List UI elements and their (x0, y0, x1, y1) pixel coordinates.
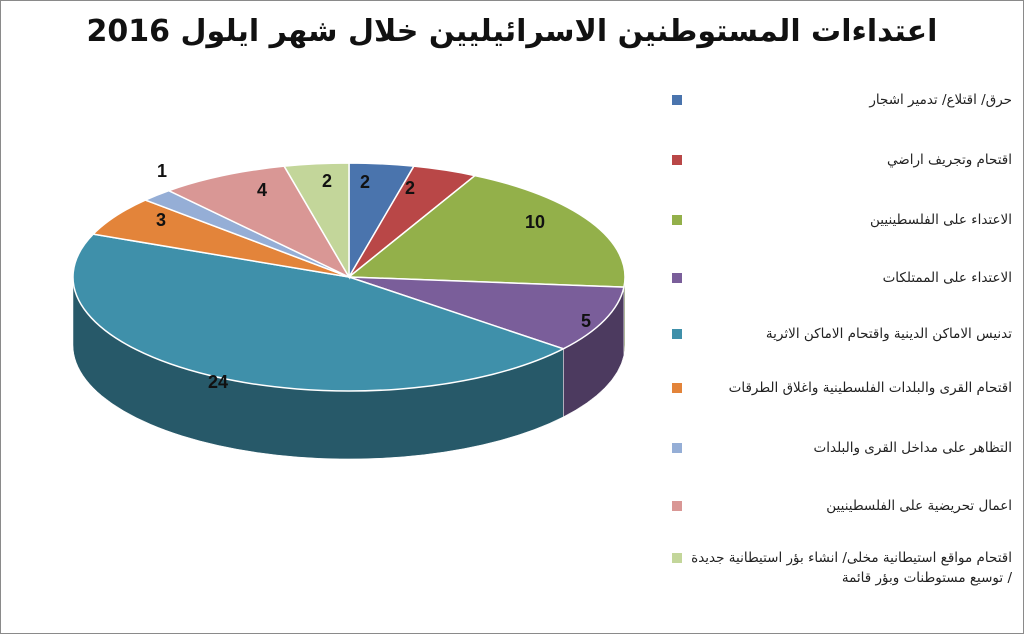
pie-sides (72, 276, 626, 460)
legend-swatch (672, 155, 682, 165)
legend-label: اقتحام القرى والبلدات الفلسطينية واغلاق … (728, 380, 1012, 396)
legend-label: الاعتداء على الممتلكات (882, 270, 1012, 286)
legend-label: اقتحام مواقع استيطانية مخلى/ انشاء بؤر ا… (691, 550, 1012, 586)
data-label: 24 (208, 372, 228, 392)
pie-tops (72, 162, 626, 392)
legend-label: حرق/ اقتلاع/ تدمير اشجار (869, 92, 1012, 108)
chart-title: اعتداءات المستوطنين الاسرائيليين خلال شه… (86, 14, 938, 49)
pie-slice[interactable] (72, 233, 566, 392)
legend-label: اقتحام وتجريف اراضي (887, 152, 1012, 168)
data-label: 2 (360, 172, 370, 192)
legend-swatch (672, 501, 682, 511)
data-label: 3 (156, 210, 166, 230)
legend-swatch (672, 553, 682, 563)
legend-label: تدنيس الاماكن الدينية واقتحام الاماكن ال… (765, 326, 1012, 342)
data-label: 4 (257, 180, 267, 200)
legend-swatch (672, 273, 682, 283)
pie-slice[interactable] (346, 174, 626, 288)
data-label: 2 (322, 171, 332, 191)
legend-label: التظاهر على مداخل القرى والبلدات (813, 440, 1012, 456)
pie-slice[interactable] (282, 162, 350, 280)
legend-swatch (672, 443, 682, 453)
legend-label: اعمال تحريضية على الفلسطينيين (826, 498, 1012, 514)
data-label: 2 (405, 178, 415, 198)
data-label: 10 (525, 212, 545, 232)
data-label: 1 (157, 161, 167, 181)
pie-labels: 2 2 10 5 24 3 1 4 2 (156, 161, 591, 392)
legend-swatch (672, 383, 682, 393)
legend-swatch (672, 215, 682, 225)
legend-swatch (672, 95, 682, 105)
data-label: 5 (581, 311, 591, 331)
legend-swatch (672, 329, 682, 339)
legend-label: الاعتداء على الفلسطينيين (870, 212, 1012, 228)
pie-slice[interactable] (166, 165, 351, 279)
pie-slice[interactable] (348, 276, 625, 350)
